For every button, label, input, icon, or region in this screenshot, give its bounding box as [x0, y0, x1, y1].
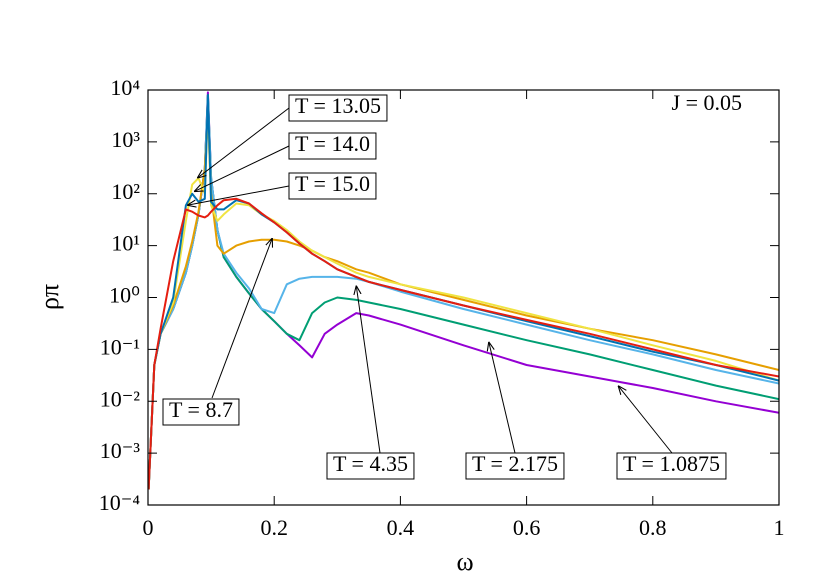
y-tick-label: 10⁻¹: [100, 334, 140, 359]
label-arrow: [197, 107, 290, 178]
label-arrow: [187, 185, 290, 205]
label-arrow: [211, 238, 272, 399]
label-box: [288, 94, 388, 122]
label-arrow: [356, 286, 381, 454]
series-label: T = 2.175: [472, 451, 558, 476]
annotation: J = 0.05: [672, 90, 742, 115]
label-box: [465, 452, 565, 480]
label-box: [288, 172, 377, 200]
label-box: [162, 398, 240, 426]
series-line: [148, 94, 779, 490]
series-line: [148, 94, 779, 490]
series-label: T = 13.05: [295, 93, 381, 118]
plot-area: [148, 91, 779, 490]
series-line: [148, 116, 779, 490]
x-tick-label: 1: [774, 515, 785, 540]
y-tick-label: 10⁰: [109, 283, 140, 308]
y-tick-label: 10³: [111, 127, 140, 152]
label-arrow: [489, 342, 516, 454]
series-line: [148, 91, 779, 490]
y-tick-label: 10⁻³: [100, 438, 141, 463]
series-label: T = 4.35: [333, 451, 408, 476]
series-line: [148, 97, 779, 490]
x-axis-label: ω: [456, 547, 473, 576]
x-tick-label: 0.2: [260, 515, 288, 540]
x-tick-label: 0.8: [639, 515, 667, 540]
label-box: [326, 452, 415, 480]
label-box: [616, 452, 727, 480]
series-label: T = 8.7: [169, 397, 233, 422]
y-tick-label: 10⁴: [110, 75, 140, 100]
series-line: [148, 104, 779, 490]
x-tick-label: 0.6: [513, 515, 541, 540]
label-arrow: [618, 386, 673, 454]
y-tick-label: 10²: [111, 179, 140, 204]
series-label: T = 15.0: [295, 171, 370, 196]
series-label: T = 14.0: [295, 131, 370, 156]
y-tick-label: 10⁻²: [100, 386, 141, 411]
series-line: [148, 197, 779, 490]
label-arrow: [194, 145, 290, 192]
x-tick-label: 0: [143, 515, 154, 540]
x-tick-label: 0.4: [387, 515, 415, 540]
y-axis-label: ρπ: [35, 284, 64, 310]
y-tick-label: 10⁻⁴: [99, 490, 141, 515]
series-label: T = 1.0875: [623, 451, 720, 476]
y-tick-label: 10¹: [111, 231, 140, 256]
